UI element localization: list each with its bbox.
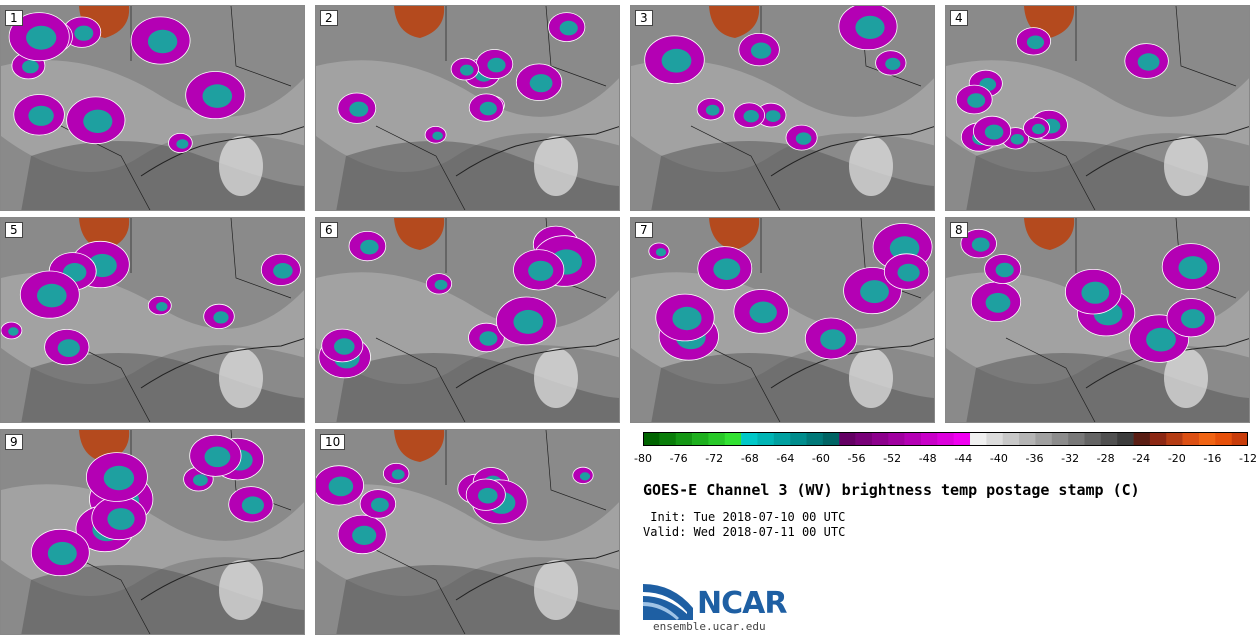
wv-map	[1, 218, 304, 422]
init-time: Init: Tue 2018-07-10 00 UTC	[643, 510, 846, 524]
colorbar-tick-label: -80	[634, 452, 652, 465]
site-url: ensemble.ucar.edu	[653, 620, 766, 633]
colorbar-bin	[692, 432, 709, 446]
colorbar-tick-label: -16	[1203, 452, 1222, 465]
panel-9: 9	[0, 429, 305, 635]
panel-number-label: 3	[635, 10, 653, 26]
colorbar-bin	[1100, 432, 1118, 446]
colorbar-tick-label: -64	[776, 452, 795, 465]
valid-time: Valid: Wed 2018-07-11 00 UTC	[643, 525, 846, 539]
colorbar-tick-label: -68	[740, 452, 759, 465]
panel-6: 6	[315, 217, 620, 423]
wv-map	[946, 6, 1249, 210]
panel-number-label: 8	[950, 222, 968, 238]
panel-8: 8	[945, 217, 1250, 423]
colorbar-bin	[1166, 432, 1183, 446]
panel-number-label: 5	[5, 222, 23, 238]
colorbar-bin	[1068, 432, 1085, 446]
colorbar-bin	[855, 432, 873, 446]
colorbar-tick-label: -32	[1061, 452, 1080, 465]
panel-10: 10	[315, 429, 620, 635]
wv-map	[316, 430, 619, 634]
panel-number-label: 2	[320, 10, 338, 26]
colorbar-tick-label: -36	[1025, 452, 1044, 465]
colorbar-bin	[790, 432, 807, 446]
panel-5: 5	[0, 217, 305, 423]
wv-map	[631, 6, 934, 210]
wv-map	[946, 218, 1249, 422]
colorbar-bin	[937, 432, 954, 446]
colorbar-bin	[871, 432, 889, 446]
colorbar-bin	[659, 432, 676, 446]
panel-number-label: 7	[635, 222, 653, 238]
colorbar-tick-label: -20	[1167, 452, 1186, 465]
panel-3: 3	[630, 5, 935, 211]
figure-title: GOES-E Channel 3 (WV) brightness temp po…	[643, 481, 1140, 499]
panel-number-label: 9	[5, 434, 23, 450]
panel-number-label: 4	[950, 10, 968, 26]
colorbar-tick-label: -28	[1096, 452, 1115, 465]
wv-map	[316, 218, 619, 422]
colorbar-bin	[1133, 432, 1151, 446]
ncar-logo-icon	[643, 584, 693, 620]
colorbar-bin	[839, 432, 856, 446]
colorbar-bin	[675, 432, 693, 446]
panel-2: 2	[315, 5, 620, 211]
panel-4: 4	[945, 5, 1250, 211]
colorbar-bin	[724, 432, 742, 446]
colorbar-bin	[741, 432, 758, 446]
colorbar-tick-label: -44	[954, 452, 973, 465]
colorbar-bin	[986, 432, 1004, 446]
colorbar-bin	[708, 432, 726, 446]
ncar-wordmark: NCAR	[697, 586, 787, 621]
colorbar-bin	[822, 432, 840, 446]
colorbar-bin	[757, 432, 775, 446]
panel-7: 7	[630, 217, 935, 423]
colorbar	[643, 432, 1248, 446]
colorbar-tick-label: -52	[883, 452, 902, 465]
colorbar-bin	[953, 432, 971, 446]
colorbar-bin	[920, 432, 938, 446]
colorbar-bin	[1035, 432, 1053, 446]
colorbar-bin	[1215, 432, 1232, 446]
colorbar-bin	[888, 432, 905, 446]
colorbar-bin	[970, 432, 987, 446]
colorbar-bin	[1198, 432, 1216, 446]
wv-map	[631, 218, 934, 422]
colorbar-tick-label: -48	[918, 452, 937, 465]
colorbar-bin	[1117, 432, 1134, 446]
colorbar-bin	[1182, 432, 1200, 446]
colorbar-bin	[773, 432, 791, 446]
colorbar-bin	[1084, 432, 1102, 446]
colorbar-bin	[904, 432, 922, 446]
panel-number-label: 6	[320, 222, 338, 238]
colorbar-tick-label: -72	[705, 452, 724, 465]
colorbar-bin	[1231, 432, 1248, 446]
colorbar-tick-label: -40	[989, 452, 1008, 465]
wv-map	[1, 430, 304, 634]
colorbar-tick-label: -56	[847, 452, 866, 465]
colorbar-bin	[1051, 432, 1069, 446]
wv-map	[316, 6, 619, 210]
panel-number-label: 10	[320, 434, 346, 450]
wv-map	[1, 6, 304, 210]
colorbar-tick-label: -76	[669, 452, 688, 465]
colorbar-bin	[806, 432, 824, 446]
colorbar-bin	[1019, 432, 1036, 446]
colorbar-tick-label: -24	[1132, 452, 1151, 465]
panel-1: 1	[0, 5, 305, 211]
colorbar-bin	[643, 432, 660, 446]
colorbar-tick-label: -12	[1239, 452, 1257, 465]
colorbar-bin	[1149, 432, 1167, 446]
colorbar-tick-label: -60	[811, 452, 830, 465]
colorbar-bin	[1002, 432, 1020, 446]
panel-number-label: 1	[5, 10, 23, 26]
